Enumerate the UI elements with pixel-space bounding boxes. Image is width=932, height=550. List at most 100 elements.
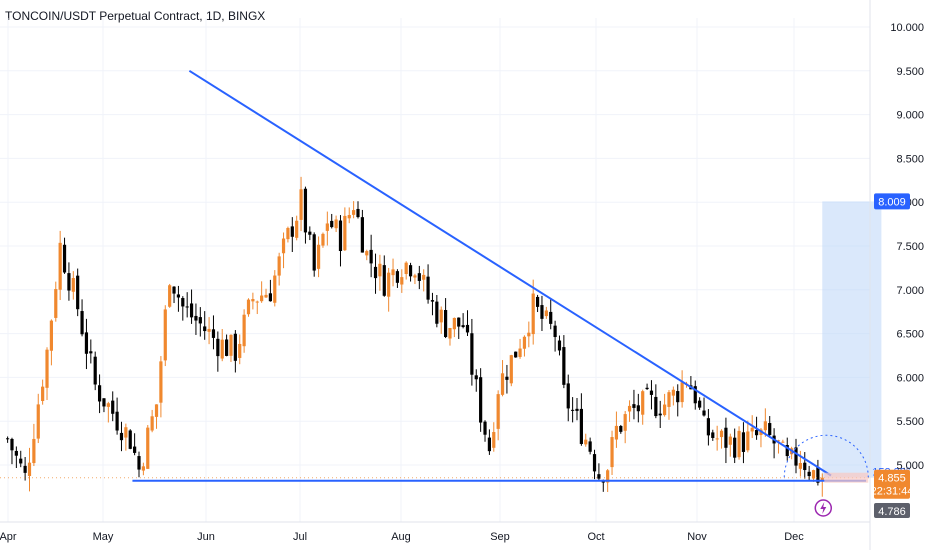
candle-body (750, 427, 754, 432)
candle-body (733, 437, 737, 458)
y-tick-label: 9.000 (896, 110, 924, 122)
candle-body (194, 315, 198, 321)
candle-body (299, 189, 303, 220)
candle-body (137, 456, 141, 470)
svg-text:4.855: 4.855 (878, 473, 906, 485)
candle-body (27, 462, 32, 477)
candle-body (45, 349, 49, 388)
trendlines[interactable] (132, 69, 867, 482)
candle-body (658, 413, 662, 416)
candle-body (343, 215, 347, 251)
candle-body (514, 351, 518, 358)
svg-text:22:31:44: 22:31:44 (871, 486, 914, 498)
candle-body (803, 462, 807, 471)
candle-body (211, 329, 216, 338)
candle-body (395, 271, 400, 283)
candle-body (93, 356, 97, 385)
candle-body (763, 421, 767, 431)
candle-body (632, 404, 636, 408)
candle-body (400, 277, 404, 285)
candle-body (203, 326, 207, 332)
candle-body (584, 439, 588, 445)
x-tick-label: Nov (687, 531, 707, 543)
candle-body (571, 409, 575, 411)
x-tick-label: May (93, 531, 114, 543)
candle-body (706, 418, 710, 436)
candle-body (439, 309, 443, 323)
candle-body (794, 447, 798, 466)
candle-body (154, 404, 159, 417)
candle-body (246, 299, 251, 315)
candle-body (159, 361, 163, 403)
candle-body (654, 396, 658, 417)
candle-body (172, 286, 176, 294)
candle-body (84, 332, 89, 354)
candle-body (522, 336, 527, 349)
candle-body (387, 272, 391, 297)
y-tick-label: 5.500 (896, 416, 924, 428)
candle-body (479, 377, 483, 423)
candle-body (741, 432, 746, 452)
candle-body (233, 333, 237, 361)
candle-body (776, 440, 781, 442)
candle-body (54, 289, 58, 318)
candle-body (496, 394, 500, 429)
candle-body (102, 398, 106, 407)
candle-body (540, 305, 544, 319)
candle-body (106, 403, 110, 407)
candle-body (111, 400, 115, 414)
candle-body (133, 446, 137, 453)
candle-body (264, 294, 268, 298)
candle-body (229, 334, 233, 356)
candle-body (785, 445, 789, 457)
lightning-icon[interactable] (814, 499, 833, 517)
candle-body (62, 244, 67, 273)
candle-body (457, 317, 461, 327)
candle-body (321, 233, 325, 246)
candle-body (667, 392, 671, 407)
candle-body (601, 481, 605, 483)
candle-body (338, 220, 343, 252)
candle-body (592, 454, 597, 472)
candle-body (575, 408, 579, 411)
candle-body (41, 386, 45, 402)
candle-body (198, 317, 202, 324)
candle-body (189, 303, 194, 318)
candle-body (255, 301, 259, 303)
x-tick-label: Jun (197, 531, 215, 543)
candle-body (10, 438, 14, 451)
trendline-descending-resistance[interactable] (188, 69, 832, 477)
candle-body (369, 249, 373, 264)
candle-body (737, 430, 741, 458)
candle-body (150, 416, 154, 431)
candle-body (176, 294, 181, 298)
candle-body (588, 441, 592, 452)
candle-body (23, 465, 27, 473)
y-tick-label: 5.000 (896, 460, 924, 472)
candle-body (527, 332, 531, 337)
candle-body (768, 423, 772, 435)
candle-body (334, 219, 338, 229)
candle-body (435, 301, 439, 324)
candle-body (676, 391, 680, 403)
candle-body (273, 275, 277, 303)
price-axis[interactable]: 5.0005.5006.0006.5007.0007.5008.0008.500… (869, 0, 924, 550)
candle-body (286, 227, 290, 240)
candle-body (14, 450, 18, 456)
candle-body (470, 333, 474, 375)
candle-body (579, 408, 583, 444)
candle-body (426, 276, 430, 300)
candle-body (330, 220, 334, 228)
candle-body (444, 310, 448, 338)
time-axis[interactable]: Apr May Jun Jul Aug Sep Oct Nov Dec (0, 521, 870, 543)
candle-body (146, 427, 150, 469)
candle-body (128, 430, 132, 449)
candle-body (281, 238, 286, 254)
candle-body (115, 411, 119, 431)
candle-body (225, 339, 229, 356)
candle-body (58, 242, 62, 290)
candle-body (163, 309, 167, 361)
candle-body (461, 325, 465, 328)
